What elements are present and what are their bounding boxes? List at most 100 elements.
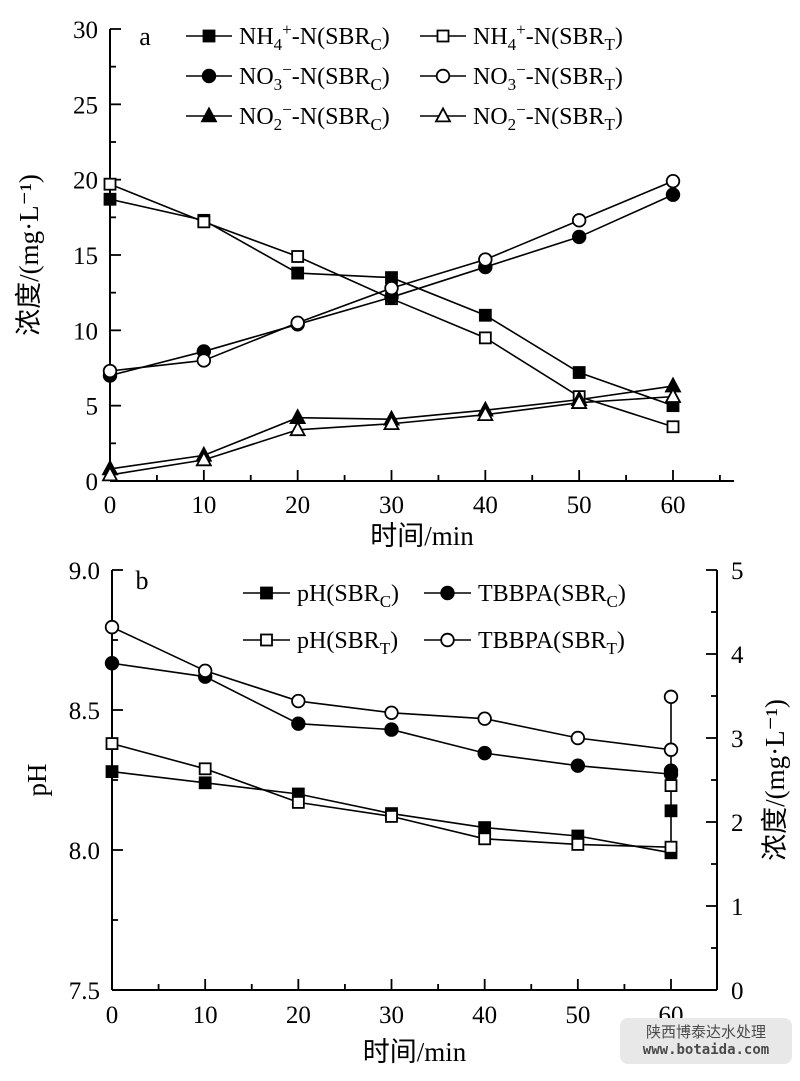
marker-square-filled	[664, 804, 678, 818]
marker-triangle-open	[289, 420, 307, 437]
marker-circle-open	[196, 353, 212, 368]
marker-square-filled	[103, 192, 117, 206]
svg-text:30: 30	[379, 1002, 404, 1029]
svg-text:NH4+-N(SBRC): NH4+-N(SBRC)	[239, 20, 390, 54]
marker-square-open	[103, 177, 117, 191]
series-markers	[104, 619, 679, 860]
svg-text:50: 50	[567, 492, 592, 519]
watermark-company-name: 陕西博泰达水处理	[645, 1022, 766, 1041]
svg-text:15: 15	[73, 243, 98, 270]
svg-text:20: 20	[286, 1002, 311, 1029]
marker-circle-filled	[384, 722, 399, 737]
svg-text:7.5: 7.5	[69, 978, 100, 1005]
marker-square-open	[105, 737, 119, 751]
marker-triangle-open	[382, 414, 401, 431]
marker-square-open	[197, 215, 211, 229]
svg-text:8.5: 8.5	[69, 698, 100, 725]
marker-square-open	[666, 420, 680, 434]
marker-circle-open	[665, 173, 681, 189]
marker-square-filled	[198, 776, 212, 790]
marker-square-open	[664, 840, 678, 854]
svg-text:60: 60	[660, 492, 685, 519]
x-axis-label: 时间/min	[370, 521, 474, 551]
marker-circle-open	[384, 705, 399, 721]
marker-circle-filled	[440, 585, 455, 601]
watermark-url: www.botaida.com	[642, 1041, 770, 1058]
marker-circle-open	[104, 619, 120, 635]
marker-circle-filled	[104, 656, 120, 671]
svg-text:2: 2	[731, 810, 744, 837]
left-y-axis-label: pH	[22, 764, 52, 797]
svg-text:0: 0	[106, 1002, 119, 1029]
svg-text:20: 20	[285, 492, 310, 519]
panel-letter: b	[136, 566, 149, 595]
marker-triangle-open	[476, 405, 494, 422]
marker-square-filled	[478, 308, 492, 322]
svg-text:NH4+-N(SBRT): NH4+-N(SBRT)	[473, 20, 623, 54]
marker-square-open	[571, 837, 585, 851]
marker-circle-filled	[477, 745, 492, 761]
svg-text:40: 40	[473, 492, 498, 519]
svg-text:0: 0	[104, 492, 117, 519]
marker-circle-filled	[201, 68, 217, 84]
svg-text:4: 4	[731, 642, 744, 669]
svg-text:pH(SBRC): pH(SBRC)	[297, 581, 399, 611]
marker-circle-open	[663, 689, 679, 705]
svg-text:0: 0	[86, 469, 99, 496]
marker-circle-open	[384, 280, 399, 296]
svg-text:NO2−-N(SBRC): NO2−-N(SBRC)	[239, 100, 390, 134]
marker-triangle-open	[195, 450, 213, 467]
marker-square-open	[198, 762, 212, 776]
svg-text:9.0: 9.0	[69, 558, 100, 585]
svg-text:TBBPA(SBRT): TBBPA(SBRT)	[478, 628, 625, 658]
marker-circle-filled	[663, 763, 679, 778]
svg-text:10: 10	[191, 492, 216, 519]
legend: pH(SBRC) pH(SBRT) TBBPA(SBRC) TBBPA(SBRT)	[243, 581, 626, 658]
marker-circle-filled	[571, 229, 587, 245]
series-markers	[101, 173, 682, 482]
axes: 0 10 20 30 40 50 60 0 5 10 15 20 25 30	[73, 17, 734, 519]
marker-square-open	[664, 779, 678, 793]
svg-text:NO3−-N(SBRC): NO3−-N(SBRC)	[239, 60, 390, 94]
svg-text:1: 1	[731, 894, 744, 921]
series-lines	[109, 180, 674, 476]
svg-text:5: 5	[731, 558, 744, 585]
svg-text:pH(SBRT): pH(SBRT)	[297, 628, 398, 658]
svg-text:NO3−-N(SBRT): NO3−-N(SBRT)	[473, 60, 623, 94]
marker-circle-filled	[570, 758, 586, 773]
panel-letter: a	[139, 22, 151, 51]
marker-circle-open	[102, 363, 118, 379]
marker-square-open	[478, 832, 492, 846]
marker-triangle-open	[664, 387, 682, 403]
svg-text:25: 25	[73, 92, 98, 119]
marker-square-filled	[572, 366, 586, 379]
svg-text:40: 40	[472, 1002, 497, 1029]
marker-circle-open	[663, 742, 679, 757]
svg-text:0: 0	[731, 978, 744, 1005]
svg-text:TBBPA(SBRC): TBBPA(SBRC)	[478, 581, 626, 611]
svg-text:10: 10	[193, 1002, 218, 1029]
marker-square-open	[291, 795, 305, 809]
marker-square-filled	[202, 29, 216, 43]
svg-text:3: 3	[731, 726, 744, 753]
marker-triangle-filled	[200, 106, 218, 123]
x-axis-label: 时间/min	[363, 1037, 467, 1067]
svg-text:5: 5	[86, 394, 99, 421]
marker-square-filled	[478, 821, 492, 835]
svg-text:20: 20	[73, 168, 98, 195]
marker-circle-open	[477, 711, 492, 726]
svg-text:30: 30	[73, 17, 98, 44]
marker-square-open	[260, 633, 273, 647]
right-y-axis-label: 浓度/(mg·L⁻¹)	[760, 699, 790, 861]
extra-points-60min	[663, 689, 679, 818]
svg-text:10: 10	[73, 318, 98, 345]
marker-triangle-open	[101, 465, 119, 482]
watermark: 陕西博泰达水处理 www.botaida.com	[620, 1018, 792, 1064]
marker-circle-open	[440, 632, 455, 648]
marker-circle-open	[197, 663, 213, 679]
marker-square-filled	[260, 586, 273, 600]
